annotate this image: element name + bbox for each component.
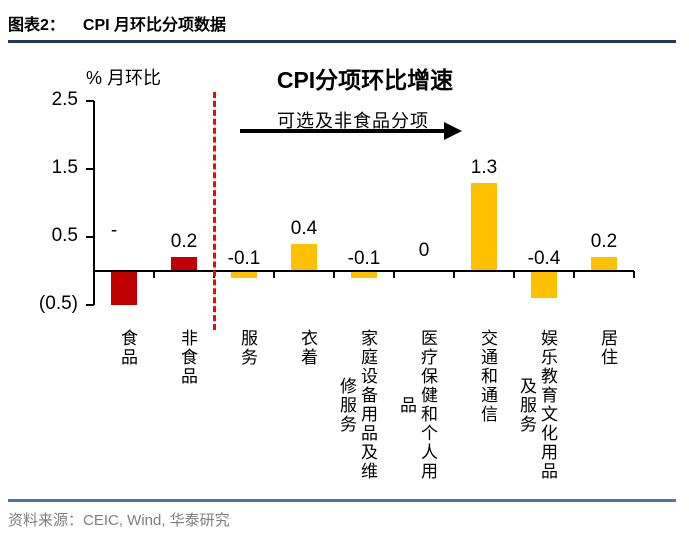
category-label: 衣着 xyxy=(296,329,317,367)
bar xyxy=(111,271,137,305)
y-tick xyxy=(86,100,94,102)
y-tick-label: 2.5 xyxy=(51,89,78,110)
right-arrow-head-icon xyxy=(444,122,462,140)
y-tick-label: 0.5 xyxy=(51,225,78,246)
footer-rule xyxy=(8,499,676,502)
bar-value-label: 0.2 xyxy=(170,231,198,253)
separator-line xyxy=(213,92,216,330)
category-label: 医疗保健和个人用品 xyxy=(395,329,437,481)
bar-value-label: 0.2 xyxy=(590,231,618,253)
bar xyxy=(531,271,557,299)
y-tick xyxy=(86,168,94,170)
y-axis-unit-label: % 月环比 xyxy=(86,68,162,88)
bar-value-label: 0 xyxy=(418,240,430,261)
category-label: 交通和通信 xyxy=(476,329,497,424)
bar-value-label: 1.3 xyxy=(470,156,498,178)
category-label-column: 衣着 xyxy=(297,329,317,367)
figure-number: 图表2： xyxy=(8,17,65,34)
y-tick-label: (0.5) xyxy=(38,293,78,314)
category-label-column: 食品 xyxy=(117,329,137,367)
figure-header: 图表2： CPI 月环比分项数据 xyxy=(8,11,226,35)
x-tick xyxy=(273,271,275,278)
bar xyxy=(231,271,257,278)
bar xyxy=(591,257,617,271)
bar xyxy=(471,182,497,271)
y-tick xyxy=(86,304,94,306)
category-label-column: 医疗保健和个人用 xyxy=(417,329,437,481)
x-tick xyxy=(333,271,335,278)
category-label-column: 家庭设备用品及维 xyxy=(357,329,377,481)
category-label-column: 娱乐教育文化用品 xyxy=(537,329,557,481)
category-label-column: 修服务 xyxy=(336,376,356,434)
category-label: 娱乐教育文化用品 及服务 xyxy=(515,329,557,481)
category-label: 食品 xyxy=(116,329,137,367)
bar-value-label: 0.4 xyxy=(290,217,318,239)
x-tick xyxy=(633,271,635,278)
y-axis-line xyxy=(93,101,95,305)
category-label: 服务 xyxy=(236,329,257,367)
x-axis-zero-line xyxy=(93,270,634,272)
category-label-column: 居住 xyxy=(597,329,617,367)
category-label-column: 服务 xyxy=(237,329,257,367)
source-note: 资料来源：CEIC, Wind, 华泰研究 xyxy=(8,512,230,529)
category-label-column: 非食品 xyxy=(177,329,197,386)
x-tick xyxy=(573,271,575,278)
bar xyxy=(171,257,197,271)
category-label: 家庭设备用品及维 修服务 xyxy=(335,329,377,481)
x-tick xyxy=(93,271,95,278)
bar-value-label: -0.1 xyxy=(347,248,381,269)
annotation-text: 可选及非食品分项 xyxy=(277,111,429,132)
bar xyxy=(351,271,377,278)
y-tick xyxy=(86,236,94,238)
category-label-column: 及服务 xyxy=(516,376,536,434)
x-tick xyxy=(393,271,395,278)
x-tick xyxy=(513,271,515,278)
figure-title: CPI 月环比分项数据 xyxy=(82,17,227,34)
header-rule xyxy=(8,40,676,43)
bar xyxy=(291,243,317,271)
bar-value-label: -0.4 xyxy=(527,248,561,269)
x-tick xyxy=(153,271,155,278)
category-label: 非食品 xyxy=(176,329,197,386)
category-label-column: 品 xyxy=(396,395,416,415)
right-arrow-icon xyxy=(240,129,448,133)
category-label-column: 交通和通信 xyxy=(477,329,497,424)
y-tick-label: 1.5 xyxy=(51,157,78,178)
category-label: 居住 xyxy=(596,329,617,367)
chart-title: CPI分项环比增速 xyxy=(276,67,454,93)
bar-value-label: -0.1 xyxy=(227,248,261,269)
bar-value-label: - xyxy=(110,220,118,241)
x-tick xyxy=(453,271,455,278)
